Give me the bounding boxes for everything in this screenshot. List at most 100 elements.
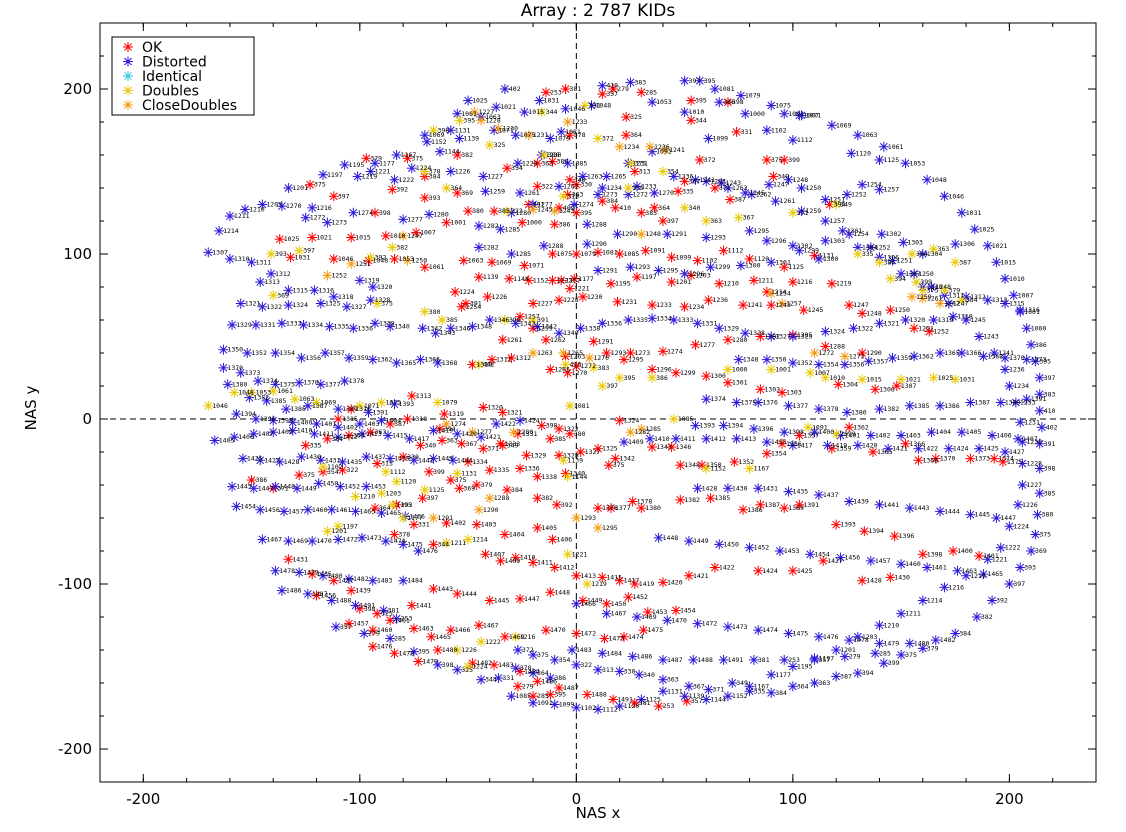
- data-point: [686, 95, 697, 106]
- kid-label: 1404: [935, 428, 951, 436]
- kid-label: 371: [797, 209, 809, 217]
- data-point: [372, 608, 383, 619]
- data-point: [679, 301, 690, 312]
- kid-label: 1243: [983, 333, 999, 341]
- data-point: [599, 633, 610, 644]
- kid-label: 1063: [299, 395, 315, 403]
- kid-label: 1405: [541, 524, 557, 532]
- kid-label: 1401: [321, 420, 337, 428]
- kid-label: 1406: [996, 432, 1012, 440]
- data-point: [562, 158, 573, 169]
- data-point: [657, 216, 668, 226]
- data-point: [270, 481, 281, 492]
- kid-label: 1085: [678, 415, 694, 423]
- data-point: [625, 77, 636, 88]
- data-point: [857, 575, 868, 586]
- data-point: [333, 534, 344, 545]
- data-point: [268, 415, 279, 426]
- kid-label: 1352: [251, 349, 267, 357]
- data-point: [679, 176, 690, 187]
- data-point: [439, 409, 450, 420]
- kid-label: 1398: [927, 550, 943, 558]
- data-point: [389, 399, 400, 410]
- legend-marker: [123, 85, 133, 96]
- kid-label: 369: [277, 291, 289, 299]
- kid-label: 1285: [505, 225, 521, 233]
- data-point: [917, 549, 928, 560]
- data-point: [428, 583, 439, 594]
- kid-label: 1483: [576, 646, 592, 654]
- data-point: [287, 425, 298, 436]
- data-point: [798, 305, 809, 316]
- data-point: [974, 550, 985, 561]
- kid-label: 1270: [286, 202, 302, 210]
- data-point: [722, 691, 733, 702]
- kid-label: 344: [546, 108, 558, 116]
- kid-label: 1000: [749, 110, 765, 118]
- data-point: [554, 181, 565, 192]
- kid-label: 1473: [608, 634, 624, 642]
- data-point: [1021, 354, 1032, 365]
- kid-label: 1201: [676, 278, 692, 286]
- kid-label: 1302: [886, 230, 902, 238]
- kid-label: 279: [522, 682, 534, 690]
- kid-label: 1015: [1000, 258, 1016, 266]
- kid-label: 395: [418, 648, 430, 656]
- data-point: [354, 418, 365, 429]
- kid-label: 1391: [1031, 395, 1047, 403]
- kid-label: 1466: [580, 600, 596, 608]
- kid-label: 1091: [537, 699, 553, 707]
- data-point: [844, 229, 855, 240]
- data-point: [434, 146, 445, 157]
- data-point: [924, 326, 935, 337]
- kid-label: 1262: [563, 182, 579, 190]
- kid-label: 1227: [1026, 481, 1042, 489]
- kid-label: 1374: [262, 377, 278, 385]
- kid-label: 1463: [359, 507, 375, 515]
- data-point: [445, 166, 456, 177]
- kid-label: 1031: [544, 97, 560, 105]
- data-point: [322, 433, 333, 444]
- kid-label: 1291: [602, 267, 618, 275]
- kid-label: 363: [446, 436, 458, 444]
- kid-label: 1370: [1009, 354, 1025, 362]
- data-point: [484, 595, 495, 606]
- kid-label: 1226: [1022, 501, 1038, 509]
- data-point: [956, 207, 967, 218]
- data-point: [376, 415, 387, 426]
- kid-label: 398: [442, 661, 454, 669]
- kid-label: 1382: [684, 496, 700, 504]
- kid-label: 383: [598, 364, 610, 372]
- kid-label: 1021: [905, 375, 921, 383]
- kid-label: 1274: [667, 347, 683, 355]
- kid-label: 1419: [832, 441, 848, 449]
- kid-label: 1479: [303, 568, 319, 576]
- kid-label: 1085: [624, 250, 640, 258]
- kid-label: 1406: [557, 535, 573, 543]
- data-point: [618, 631, 629, 642]
- legend-marker: [123, 56, 133, 67]
- data-point: [569, 199, 580, 210]
- kid-label: 1373: [245, 369, 261, 377]
- data-point: [597, 572, 608, 583]
- data-point: [387, 184, 398, 195]
- data-point: [276, 318, 287, 329]
- chart-title: Array : 2 787 KIDs: [521, 1, 676, 21]
- data-point: [605, 503, 616, 514]
- kid-label: 1203: [266, 201, 282, 209]
- kid-label: 1375: [741, 399, 757, 407]
- kid-label: 1365: [944, 349, 960, 357]
- kid-label: 1430: [305, 453, 321, 461]
- data-point: [354, 275, 365, 286]
- data-point: [441, 217, 452, 228]
- kid-label: 1247: [853, 301, 869, 309]
- data-point: [891, 381, 902, 391]
- kid-label: 1021: [992, 242, 1008, 250]
- data-point: [389, 529, 400, 540]
- data-point: [787, 240, 798, 251]
- data-point: [331, 621, 342, 632]
- kid-label: 384: [511, 486, 523, 494]
- data-point: [510, 130, 521, 141]
- data-point: [722, 334, 733, 345]
- data-point: [564, 283, 575, 294]
